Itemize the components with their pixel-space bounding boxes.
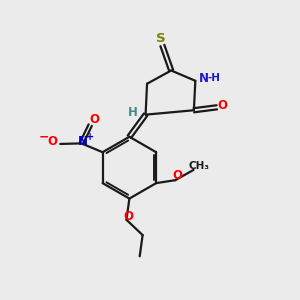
Text: H: H <box>128 106 138 119</box>
Text: O: O <box>90 113 100 126</box>
Text: −: − <box>39 131 49 144</box>
Text: N: N <box>199 72 208 85</box>
Text: O: O <box>124 210 134 223</box>
Text: S: S <box>156 32 166 46</box>
Text: O: O <box>218 99 228 112</box>
Text: N: N <box>78 134 88 148</box>
Text: O: O <box>173 169 183 182</box>
Text: -H: -H <box>207 74 220 83</box>
Text: O: O <box>47 134 57 148</box>
Text: CH₃: CH₃ <box>188 161 209 171</box>
Text: +: + <box>85 132 94 142</box>
